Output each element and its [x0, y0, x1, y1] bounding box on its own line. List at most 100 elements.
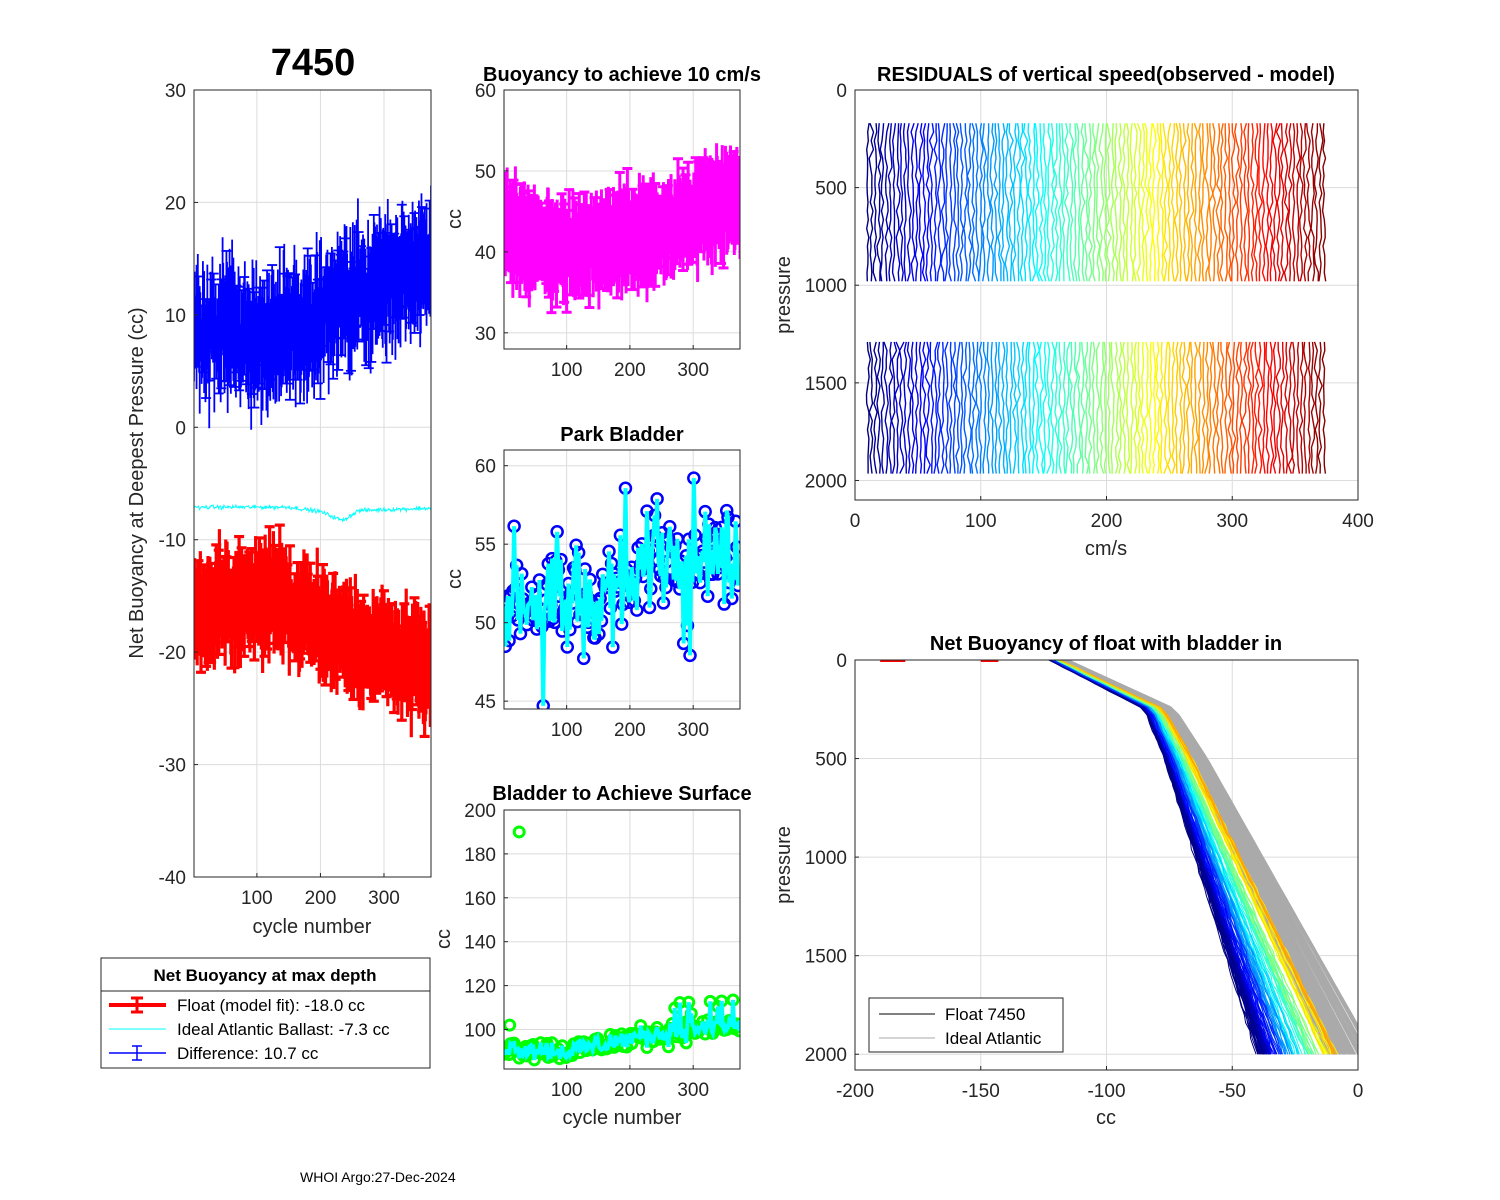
- residuals-panel: 0 100 200 300 400 0 500 1000 1500 2000 RESIDUALS …: [773, 64, 1374, 560]
- residual-profile-line: [891, 123, 897, 282]
- residual-profile-line: [1130, 341, 1135, 474]
- residual-profile-line: [1080, 341, 1086, 474]
- residual-profile-line: [1042, 341, 1048, 474]
- net-buoyancy-axes: [193, 89, 432, 878]
- residual-profile-line: [1034, 123, 1040, 282]
- residual-profile-line: [1012, 341, 1018, 474]
- bladder-surface-xtick-label: 300: [677, 1080, 709, 1101]
- residual-profile-line: [918, 123, 924, 282]
- residual-profile-line: [876, 341, 882, 474]
- residual-profile-line: [1238, 341, 1243, 474]
- buoyancy-10cms-ytick-label: 50: [475, 162, 496, 183]
- residual-profile-line: [940, 123, 947, 282]
- residuals-ytick-label: 2000: [805, 471, 847, 492]
- profile-legend-box: [868, 997, 1064, 1053]
- profile-ytick-label: 1000: [805, 848, 847, 869]
- profile-xtick-label: -150: [962, 1081, 1000, 1102]
- residuals-xtick-label: 200: [1091, 511, 1123, 532]
- residual-profile-line: [1095, 341, 1101, 474]
- residual-profile-line: [1139, 341, 1145, 474]
- residual-profile-line: [1212, 341, 1218, 474]
- residual-profile-line: [1275, 341, 1282, 474]
- residual-profile-line: [933, 341, 939, 474]
- residual-profile-line: [1011, 123, 1018, 282]
- residual-profile-line: [959, 341, 964, 474]
- residual-profile-line: [1207, 341, 1214, 474]
- residual-profile-line: [1284, 341, 1289, 474]
- park-bladder-marks: [504, 471, 740, 709]
- residual-profile-line: [914, 341, 919, 474]
- bladder-surface-marks: [504, 825, 740, 1067]
- residual-profile-line: [1110, 341, 1115, 474]
- residual-profile-line: [1238, 123, 1243, 282]
- buoyancy-10cms-xtick-label: 300: [677, 360, 709, 381]
- residual-profile-line: [1114, 123, 1119, 282]
- residual-profile-line: [1317, 341, 1323, 474]
- residual-profile-line: [876, 123, 882, 282]
- residual-profile-line: [1072, 123, 1078, 282]
- residual-profile-line: [1133, 341, 1138, 474]
- residual-profile-line: [1084, 341, 1090, 474]
- ideal-profile-line: [1064, 660, 1358, 1051]
- residual-profile-line: [1219, 341, 1225, 474]
- residual-profile-line: [1242, 123, 1249, 282]
- residual-profile-line: [1031, 123, 1037, 282]
- bladder-surface-xtick-label: 100: [551, 1080, 583, 1101]
- net-buoyancy-ytick-label: -30: [159, 756, 186, 777]
- main-legend-float-label: Float (model fit): -18.0 cc: [177, 996, 366, 1015]
- residual-profile-line: [1193, 122, 1199, 282]
- residual-profile-line: [1321, 341, 1327, 474]
- residual-profile-line: [1152, 341, 1157, 474]
- bladder-surface-ytick-label: 140: [464, 933, 496, 954]
- residual-profile-line: [974, 341, 980, 474]
- residual-profile-line: [1234, 123, 1241, 282]
- ideal-ballast-line: [194, 503, 431, 523]
- park-bladder-line: [504, 478, 740, 706]
- profile-legend-float-label: Float 7450: [945, 1005, 1025, 1024]
- float-id-title: 7450: [271, 42, 356, 84]
- buoyancy-10cms-marks: [504, 143, 740, 315]
- residual-profile-line: [982, 341, 987, 474]
- residual-profile-line: [975, 123, 980, 282]
- residual-profile-line: [1114, 341, 1120, 474]
- bladder-surface-panel: 100 200 300 100 120 140 160 180 200 Bladder to A…: [433, 783, 752, 1129]
- residual-profile-line: [1261, 123, 1266, 282]
- residual-profile-line: [955, 123, 960, 282]
- residual-profile-line: [1027, 341, 1032, 474]
- residual-profile-line: [1287, 341, 1294, 474]
- buoyancy10-line: [504, 185, 740, 265]
- residual-profile-line: [1246, 123, 1251, 282]
- residual-profile-line: [1257, 123, 1263, 282]
- residual-profile-line: [1235, 341, 1240, 474]
- park-bladder-panel: 100 200 300 45 50 55 60 Park Bladder cc: [444, 424, 741, 741]
- residual-profile-line: [993, 123, 999, 282]
- main-legend-ideal-label: Ideal Atlantic Ballast: -7.3 cc: [177, 1020, 390, 1039]
- residual-profile-line: [925, 123, 931, 282]
- profile-ytick-label: 500: [815, 750, 847, 771]
- residual-profile-line: [1310, 341, 1316, 474]
- residual-profile-line: [1159, 123, 1165, 282]
- bladder-surface-outlier: [512, 825, 526, 839]
- residual-profile-line: [1246, 341, 1252, 474]
- residual-profile-line: [1087, 123, 1093, 282]
- net-buoyancy-xtick-label: 300: [368, 888, 400, 909]
- bladder-surface-ytick-label: 120: [464, 977, 496, 998]
- main-legend-difference-symbol: [109, 1045, 166, 1061]
- residual-profile-line: [1156, 123, 1162, 282]
- residual-profile-line: [1027, 123, 1032, 282]
- residual-profile-line: [1295, 341, 1301, 474]
- net-buoyancy-ytick-label: 20: [165, 193, 186, 214]
- net-buoyancy-marks: [194, 185, 431, 739]
- park-bladder-ytick-label: 45: [475, 692, 496, 713]
- buoyancy-10cms-panel: 100 200 300 30 40 50 60 Buoyancy to achieve 10…: [444, 64, 761, 381]
- residual-profile-line: [1321, 123, 1327, 282]
- residual-profile-line: [1125, 341, 1131, 474]
- residual-profile-line: [1046, 123, 1052, 282]
- residual-profile-line: [902, 123, 908, 282]
- residual-profile-line: [1068, 341, 1074, 474]
- residual-profile-line: [1303, 341, 1308, 474]
- net-buoyancy-xtick-label: 200: [305, 888, 337, 909]
- float-profile-line: [1049, 660, 1257, 1055]
- residuals-xlabel: cm/s: [1085, 538, 1127, 560]
